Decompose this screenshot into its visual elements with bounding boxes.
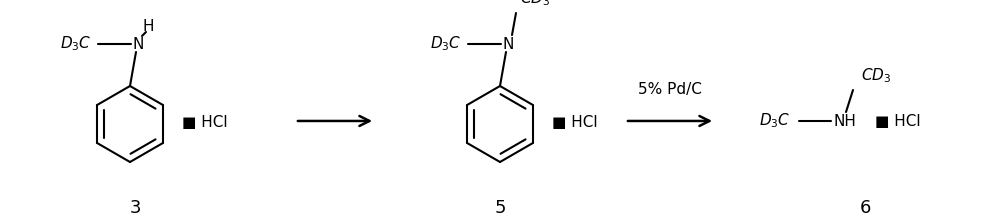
Text: $CD_3$: $CD_3$: [861, 67, 891, 85]
Text: NH: NH: [834, 114, 856, 129]
Text: ■ HCl: ■ HCl: [552, 114, 598, 129]
Text: 5% Pd/C: 5% Pd/C: [638, 82, 702, 97]
Text: $CD_3$: $CD_3$: [520, 0, 550, 8]
Text: ■ HCl: ■ HCl: [875, 114, 921, 129]
Text: $D_3C$: $D_3C$: [60, 35, 92, 53]
Text: 6: 6: [859, 199, 871, 217]
Text: ■ HCl: ■ HCl: [182, 114, 228, 129]
Text: 5: 5: [494, 199, 506, 217]
Text: N: N: [132, 37, 144, 52]
Text: H: H: [142, 19, 154, 34]
Text: $D_3C$: $D_3C$: [430, 35, 462, 53]
Text: $D_3C$: $D_3C$: [759, 112, 791, 130]
Text: N: N: [502, 37, 514, 52]
Text: 3: 3: [129, 199, 141, 217]
